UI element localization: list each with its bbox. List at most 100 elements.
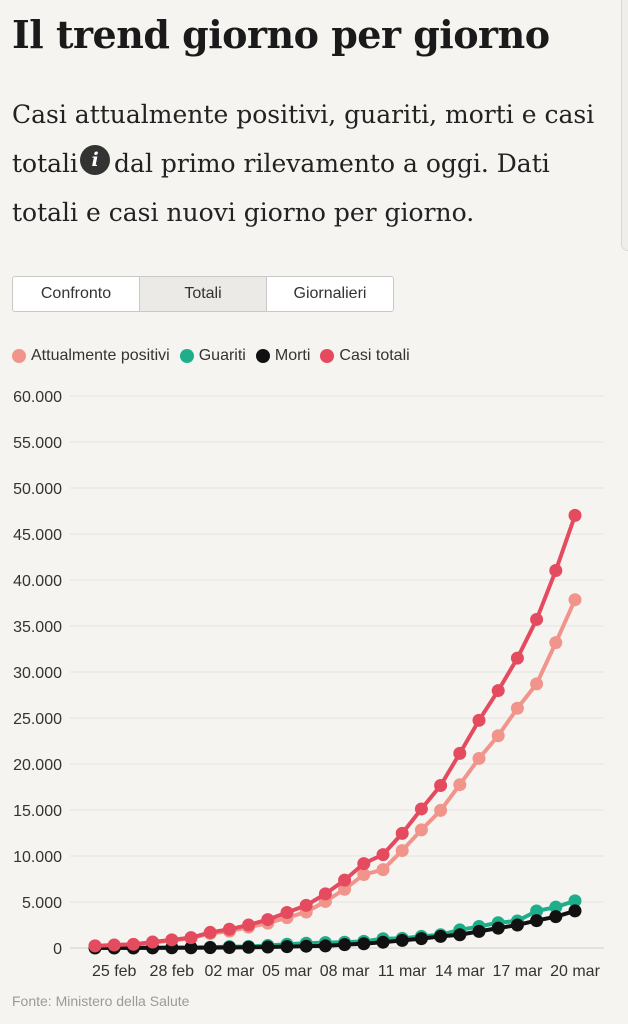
x-tick-label: 08 mar bbox=[320, 963, 370, 980]
description: Casi attualmente positivi, guariti, mort… bbox=[12, 90, 612, 237]
data-point-morti bbox=[242, 940, 256, 954]
tab-confronto[interactable]: Confronto bbox=[13, 277, 140, 311]
legend-dot-guariti bbox=[179, 349, 194, 363]
data-point-attualmente-positivi bbox=[414, 823, 428, 837]
data-point-casi-totali bbox=[568, 508, 582, 522]
y-tick-label: 20.000 bbox=[13, 757, 62, 774]
data-point-morti bbox=[510, 918, 524, 932]
data-point-morti bbox=[549, 910, 563, 924]
data-point-morti bbox=[184, 941, 198, 955]
data-point-attualmente-positivi bbox=[395, 844, 409, 858]
x-tick-label: 11 mar bbox=[378, 963, 427, 980]
x-tick-label: 14 mar bbox=[435, 963, 485, 980]
data-point-morti bbox=[203, 941, 217, 955]
y-tick-label: 15.000 bbox=[13, 803, 62, 820]
data-point-morti bbox=[568, 904, 582, 918]
legend-dot-attualmente-positivi bbox=[12, 349, 26, 363]
y-tick-label: 30.000 bbox=[13, 665, 62, 682]
data-point-morti bbox=[299, 939, 313, 953]
legend-item-attualmente-positivi[interactable]: Attualmente positivi bbox=[12, 347, 170, 365]
legend-label: Attualmente positivi bbox=[31, 347, 170, 364]
series-line-attualmente-positivi bbox=[93, 597, 577, 948]
y-tick-label: 45.000 bbox=[13, 527, 62, 544]
data-point-morti bbox=[491, 921, 505, 935]
data-point-casi-totali bbox=[491, 684, 505, 698]
x-tick-label: 05 mar bbox=[262, 963, 312, 980]
y-tick-label: 55.000 bbox=[13, 435, 62, 452]
data-point-casi-totali bbox=[357, 857, 371, 871]
data-point-guariti bbox=[530, 904, 544, 918]
data-point-casi-totali bbox=[146, 935, 160, 949]
data-point-casi-totali bbox=[510, 651, 524, 665]
data-point-casi-totali bbox=[88, 939, 102, 953]
data-point-attualmente-positivi bbox=[549, 636, 563, 650]
x-tick-label: 17 mar bbox=[493, 963, 543, 980]
y-tick-label: 25.000 bbox=[13, 711, 62, 728]
data-point-casi-totali bbox=[242, 918, 256, 932]
data-point-casi-totali bbox=[530, 612, 544, 626]
data-point-casi-totali bbox=[184, 931, 198, 945]
y-tick-label: 50.000 bbox=[13, 481, 62, 498]
data-point-casi-totali bbox=[126, 937, 140, 951]
data-point-attualmente-positivi bbox=[568, 593, 582, 607]
view-tabs: Confronto Totali Giornalieri bbox=[12, 276, 394, 312]
info-icon[interactable]: i bbox=[80, 145, 111, 175]
data-point-guariti bbox=[568, 894, 582, 908]
y-tick-label: 40.000 bbox=[13, 573, 62, 590]
legend-dot-casi-totali bbox=[320, 349, 335, 363]
x-tick-label: 20 mar bbox=[550, 963, 600, 980]
data-point-casi-totali bbox=[395, 826, 409, 840]
tab-totali[interactable]: Totali bbox=[140, 277, 267, 311]
y-tick-label: 0 bbox=[53, 941, 62, 958]
y-tick-label: 60.000 bbox=[13, 389, 62, 406]
data-point-casi-totali bbox=[338, 873, 352, 887]
data-point-attualmente-positivi bbox=[530, 677, 544, 691]
tab-giornalieri[interactable]: Giornalieri bbox=[293, 285, 367, 302]
data-point-casi-totali bbox=[203, 925, 217, 939]
data-point-casi-totali bbox=[280, 906, 294, 920]
y-tick-label: 35.000 bbox=[13, 619, 62, 636]
data-point-morti bbox=[472, 924, 486, 938]
legend-item-morti[interactable]: Morti bbox=[255, 347, 311, 365]
data-point-morti bbox=[357, 937, 371, 951]
legend-label: Morti bbox=[274, 347, 311, 364]
data-point-casi-totali bbox=[261, 913, 275, 927]
data-point-morti bbox=[261, 940, 275, 954]
data-point-morti bbox=[280, 940, 294, 954]
data-point-morti bbox=[395, 933, 409, 947]
data-point-morti bbox=[453, 928, 467, 942]
chart-legend: Attualmente positivi Guariti Morti Casi … bbox=[12, 344, 420, 368]
legend-label: Casi totali bbox=[339, 347, 410, 364]
data-point-morti bbox=[222, 941, 236, 955]
legend-item-casi-totali[interactable]: Casi totali bbox=[320, 347, 410, 365]
page-title: Il trend giorno per giorno bbox=[12, 12, 550, 57]
data-point-attualmente-positivi bbox=[376, 863, 390, 877]
data-point-guariti bbox=[549, 900, 563, 914]
data-point-casi-totali bbox=[299, 898, 313, 912]
source-note: Fonte: Ministero della Salute bbox=[12, 993, 190, 1009]
x-tick-label: 28 feb bbox=[150, 963, 195, 980]
legend-item-guariti[interactable]: Guariti bbox=[179, 347, 246, 365]
data-point-casi-totali bbox=[414, 802, 428, 816]
data-point-casi-totali bbox=[472, 713, 486, 727]
data-point-casi-totali bbox=[318, 887, 332, 901]
data-point-casi-totali bbox=[165, 933, 179, 947]
data-point-attualmente-positivi bbox=[491, 729, 505, 743]
data-point-attualmente-positivi bbox=[453, 778, 467, 792]
y-tick-label: 5.000 bbox=[22, 895, 62, 912]
data-point-casi-totali bbox=[434, 779, 448, 793]
data-point-casi-totali bbox=[107, 938, 121, 952]
data-point-morti bbox=[414, 932, 428, 946]
description-part-1: Casi attualmente positivi, guariti, mort… bbox=[12, 100, 595, 178]
data-point-attualmente-positivi bbox=[357, 868, 371, 882]
x-tick-label: 25 feb bbox=[92, 963, 137, 980]
data-point-morti bbox=[318, 939, 332, 953]
side-panel-edge bbox=[621, 0, 628, 251]
legend-label: Guariti bbox=[198, 347, 246, 364]
line-chart: 0 5.000 10.000 15.000 20.000 25.000 30.000 35.0… bbox=[13, 389, 604, 980]
data-point-casi-totali bbox=[376, 848, 390, 862]
data-point-casi-totali bbox=[453, 746, 467, 760]
data-point-casi-totali bbox=[222, 922, 236, 936]
y-tick-label: 10.000 bbox=[13, 849, 62, 866]
description-part-2: dal primo rilevamento a oggi. Dati total… bbox=[12, 149, 550, 227]
